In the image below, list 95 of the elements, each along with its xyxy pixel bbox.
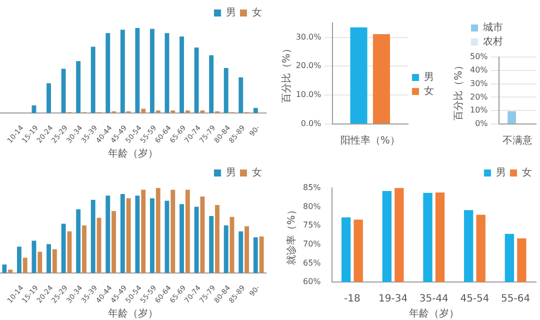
legend-label: 男 xyxy=(424,72,434,84)
y-tick-label: 10% xyxy=(470,106,488,115)
bar xyxy=(253,237,258,274)
bar xyxy=(61,68,66,114)
x-tick-label: -18 xyxy=(344,294,360,305)
bar xyxy=(194,48,199,114)
bar xyxy=(200,196,205,274)
legend-label: 女 xyxy=(424,85,434,98)
y-tick-label: 20% xyxy=(470,92,488,102)
bar xyxy=(126,198,131,274)
bar xyxy=(194,206,199,274)
y-tick-label: 60% xyxy=(303,277,322,286)
bar xyxy=(32,240,36,274)
x-tick-label: 19-34 xyxy=(378,294,408,305)
bar xyxy=(200,110,205,114)
x-axis-title: 年龄（岁） xyxy=(108,308,158,320)
bar xyxy=(96,218,102,274)
y-tick-label: 85% xyxy=(303,183,322,192)
x-tick-label: 45-54 xyxy=(460,294,490,305)
bar xyxy=(22,258,28,274)
bar xyxy=(209,55,214,114)
bar xyxy=(82,225,86,274)
y-tick-label: 50% xyxy=(470,52,488,62)
y-axis-title: 百分比（%） xyxy=(452,60,465,120)
bar xyxy=(61,224,66,274)
y-tick-label: 40% xyxy=(470,65,488,74)
legend-label: 男 xyxy=(496,168,506,179)
bar xyxy=(46,244,51,274)
bar xyxy=(8,270,13,274)
bar xyxy=(180,36,184,114)
bar xyxy=(52,249,57,274)
x-tick-label: 55-64 xyxy=(501,294,530,305)
x-tick-label: 不满意 xyxy=(502,134,532,147)
bar xyxy=(120,194,125,274)
bar xyxy=(2,264,7,274)
y-axis-title: 百分比（%） xyxy=(280,44,293,104)
legend-label: 女 xyxy=(252,166,262,179)
legend-label: 男 xyxy=(226,8,236,19)
bar xyxy=(141,190,146,274)
y-axis-title: 就诊率（%） xyxy=(286,205,298,265)
bar xyxy=(253,108,258,114)
y-tick-label: 0% xyxy=(475,119,488,128)
bar xyxy=(16,246,22,274)
y-tick-label: 0.0% xyxy=(300,119,322,128)
bar xyxy=(156,110,160,114)
bar xyxy=(224,68,228,114)
bar xyxy=(170,110,176,114)
bar xyxy=(135,28,140,114)
bar xyxy=(38,252,42,274)
bar xyxy=(141,108,146,114)
bar xyxy=(112,210,116,274)
y-tick-label: 30.0% xyxy=(296,32,322,42)
bar xyxy=(170,190,176,274)
legend-label: 城市 xyxy=(482,22,503,34)
y-tick-label: 65% xyxy=(303,258,322,268)
bar xyxy=(106,196,110,274)
x-axis-title: 年龄（岁） xyxy=(108,148,158,160)
bar xyxy=(164,200,170,274)
bar xyxy=(224,225,228,274)
y-tick-label: 75% xyxy=(303,220,322,230)
y-tick-label: 70% xyxy=(303,239,322,248)
bar xyxy=(230,216,234,274)
bar xyxy=(106,33,110,114)
legend-label: 女 xyxy=(522,166,532,179)
bar xyxy=(76,209,81,274)
bar xyxy=(238,77,244,114)
bar xyxy=(259,236,264,274)
bar xyxy=(238,231,244,274)
x-axis-title: 年龄（岁） xyxy=(408,308,459,320)
y-tick-label: 30% xyxy=(470,78,488,88)
legend-label: 男 xyxy=(226,168,236,179)
legend-label: 女 xyxy=(252,6,262,19)
bar xyxy=(244,226,250,274)
bar xyxy=(90,46,96,114)
y-tick-label: 10.0% xyxy=(296,90,322,100)
x-tick-label: 35-44 xyxy=(419,294,448,305)
bar xyxy=(150,28,154,114)
bar xyxy=(185,110,190,114)
bar xyxy=(156,188,160,274)
bar xyxy=(180,204,184,274)
bar xyxy=(215,205,220,274)
bar xyxy=(135,196,140,274)
bar xyxy=(120,30,125,114)
bar xyxy=(76,61,81,114)
bar xyxy=(90,200,96,274)
y-tick-label: 80% xyxy=(303,202,322,211)
bar xyxy=(185,190,190,274)
legend-label: 农村 xyxy=(483,36,503,48)
bar xyxy=(150,198,154,274)
bar xyxy=(67,231,72,274)
y-tick-label: 20.0% xyxy=(296,61,322,70)
bar xyxy=(209,216,214,274)
bar xyxy=(46,83,51,114)
x-tick-label: 阳性率（%） xyxy=(340,134,400,147)
bar xyxy=(164,33,170,114)
